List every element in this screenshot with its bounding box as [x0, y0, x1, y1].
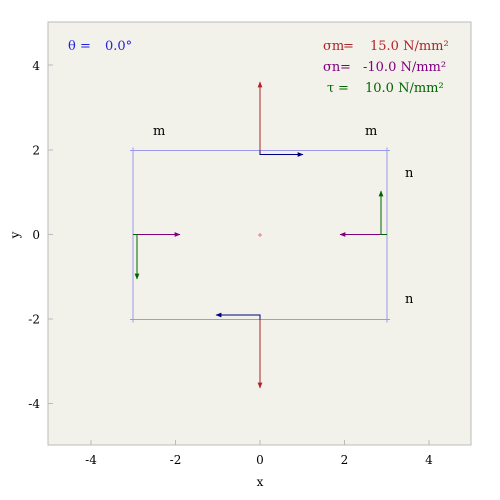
x-axis-label: x	[257, 475, 264, 489]
center-mark	[258, 233, 262, 237]
tau-value: 10.0 N/mm²	[365, 81, 444, 96]
theta-equals: =	[80, 39, 91, 54]
x-tick-label: 0	[256, 453, 264, 467]
sigma-m-equals: =	[343, 39, 354, 54]
plane-label-m-right: m	[365, 124, 377, 139]
y-tick-marks	[48, 64, 53, 404]
tau-equals: =	[338, 81, 349, 96]
y-tick-label: 4	[32, 59, 40, 73]
shear-arrow-bottom	[215, 312, 261, 320]
sigma-m-symbol: σm	[323, 39, 344, 54]
sigma-n-symbol: σn	[323, 60, 341, 75]
plane-label-m-left: m	[153, 124, 165, 139]
y-axis-label: y	[8, 231, 22, 239]
theta-symbol: θ	[68, 39, 76, 54]
plane-label-n-bottom: n	[405, 292, 414, 307]
x-tick-label: -2	[170, 453, 182, 467]
x-tick-label: 2	[341, 453, 349, 467]
sigma-m-value: 15.0 N/mm²	[370, 39, 449, 54]
y-tick-label: -2	[28, 313, 40, 327]
x-tick-label: 4	[425, 453, 433, 467]
theta-value: 0.0°	[105, 39, 132, 54]
y-tick-label: -4	[28, 397, 40, 411]
y-tick-label: 2	[32, 144, 40, 158]
shear-arrow-top	[259, 150, 304, 157]
plane-label-n-top: n	[405, 166, 414, 181]
x-tick-label: -4	[85, 453, 97, 467]
sigma-n-value: -10.0 N/mm²	[363, 60, 446, 75]
y-tick-label: 0	[32, 228, 40, 242]
tau-arrow-right	[378, 190, 387, 235]
tau-symbol: τ	[327, 81, 334, 96]
sigma-n-equals: =	[340, 60, 351, 75]
x-tick-marks	[90, 440, 430, 445]
tau-arrow-left	[133, 234, 140, 280]
